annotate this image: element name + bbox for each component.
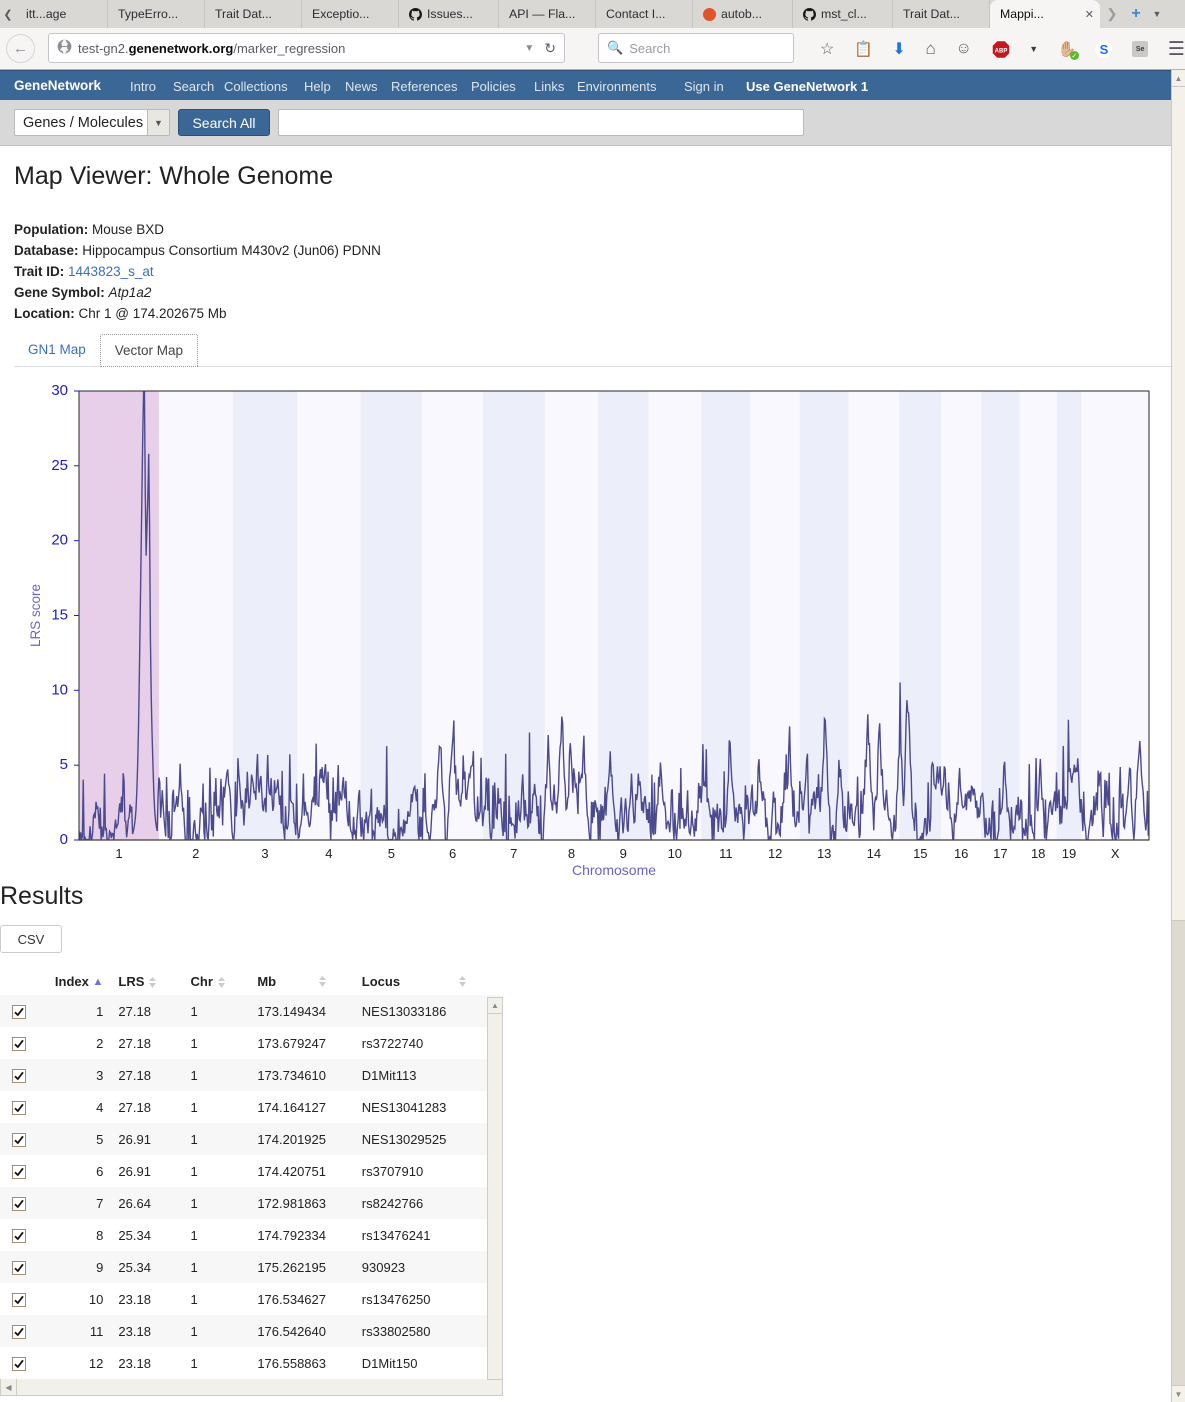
svg-text:10: 10: [668, 846, 682, 861]
svg-text:14: 14: [867, 846, 881, 861]
svg-text:4: 4: [325, 846, 332, 861]
svg-text:X: X: [1111, 846, 1120, 861]
svg-text:15: 15: [51, 607, 68, 624]
svg-text:18: 18: [1031, 846, 1045, 861]
svg-text:6: 6: [449, 846, 456, 861]
svg-text:19: 19: [1062, 846, 1076, 861]
svg-text:10: 10: [51, 681, 68, 698]
svg-text:25: 25: [51, 457, 68, 474]
svg-text:1: 1: [115, 846, 122, 861]
svg-text:7: 7: [510, 846, 517, 861]
svg-text:16: 16: [954, 846, 968, 861]
svg-text:9: 9: [620, 846, 627, 861]
svg-text:5: 5: [60, 756, 68, 773]
svg-text:3: 3: [261, 846, 268, 861]
svg-text:5: 5: [388, 846, 395, 861]
svg-text:15: 15: [913, 846, 927, 861]
svg-text:LRS score: LRS score: [28, 584, 43, 647]
svg-text:ABP: ABP: [994, 48, 1007, 54]
svg-text:13: 13: [817, 846, 831, 861]
svg-text:Chromosome: Chromosome: [572, 862, 656, 878]
svg-text:0: 0: [60, 831, 68, 848]
svg-text:8: 8: [568, 846, 575, 861]
svg-text:12: 12: [768, 846, 782, 861]
svg-text:2: 2: [192, 846, 199, 861]
svg-text:11: 11: [719, 846, 733, 861]
svg-text:20: 20: [51, 532, 68, 549]
svg-text:17: 17: [993, 846, 1007, 861]
svg-text:30: 30: [51, 382, 68, 399]
